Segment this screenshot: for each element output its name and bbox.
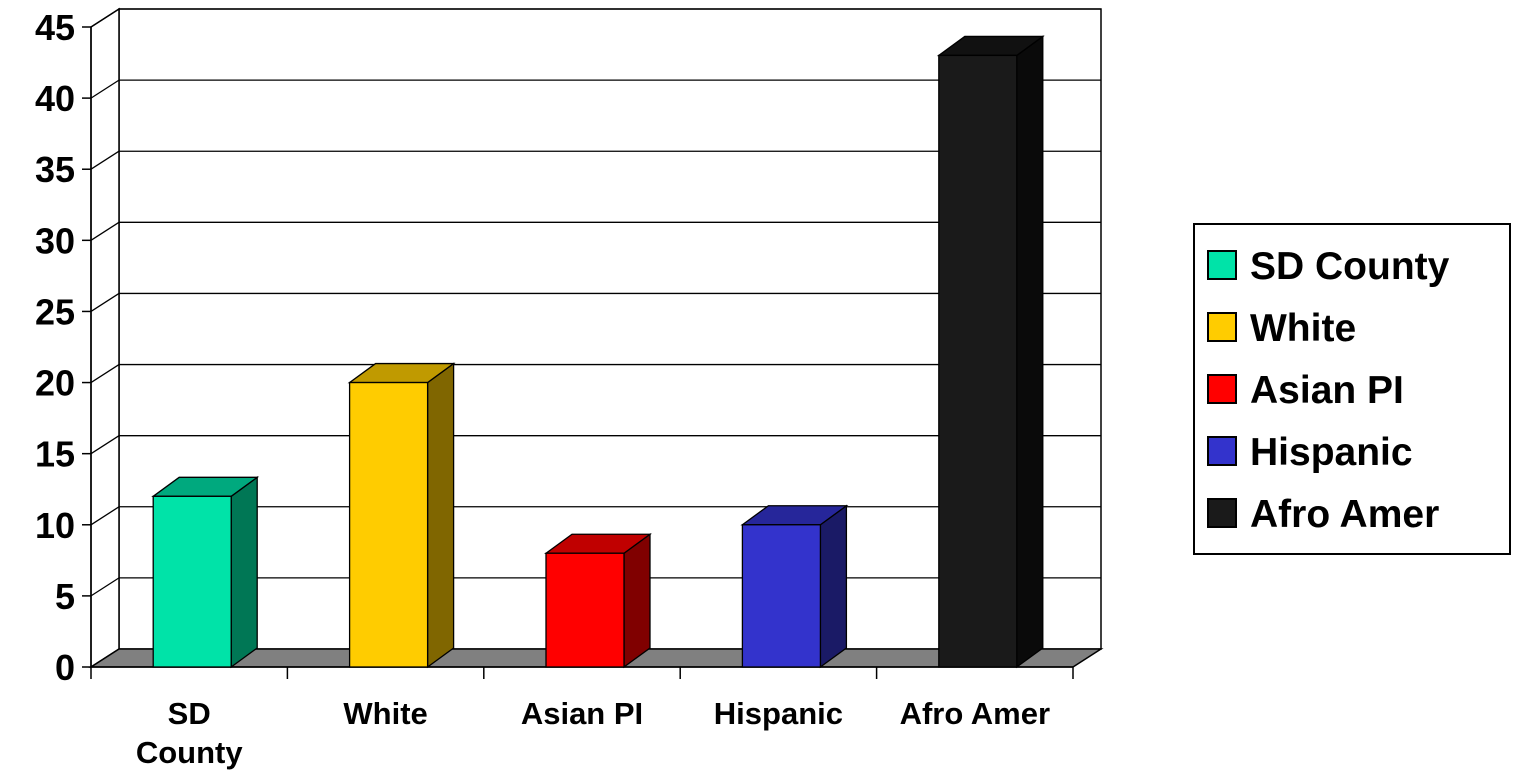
x-tick-label: Hispanic [714,696,843,731]
gridline-side [90,8,120,28]
gridline-side [90,435,120,455]
legend-label: Afro Amer [1250,493,1439,536]
side-wall [90,7,120,669]
legend-swatch [1207,250,1237,280]
y-tick-label: 35 [35,149,75,190]
y-tick-label: 10 [35,505,75,546]
legend-label: White [1250,307,1356,350]
legend-swatch [1207,374,1237,404]
x-tick-label: Afro Amer [900,696,1050,731]
bar-front [545,552,625,668]
bar-side [1016,35,1044,669]
x-tick-label: SD County [136,696,244,770]
legend-label: Hispanic [1250,431,1413,474]
legend-box [1193,223,1511,555]
bar-side [230,476,258,669]
bar-afro-amer [936,35,1045,669]
bar-front [348,381,429,668]
y-tick-label: 20 [35,363,75,404]
legend-label: Asian PI [1250,369,1404,412]
bar-white [347,362,456,669]
bars [151,35,1045,669]
y-tick-label: 0 [55,647,75,688]
x-tick-labels: SD County White Asian PI Hispanic Afro Amer [136,696,1050,770]
bar-sd-county [151,476,260,669]
bar-side [426,362,455,669]
gridlines [90,8,1101,597]
gridline-side [90,221,120,241]
gridline-side [90,506,120,526]
bar-asian-pi [544,532,652,669]
gridline-side [90,150,120,170]
y-tick-label: 45 [35,7,75,48]
legend-swatch [1207,498,1237,528]
bar-side [623,532,651,669]
bar-hispanic [740,504,849,669]
gridline-side [90,364,120,384]
bar-side [819,504,848,669]
y-tick-label: 5 [55,576,75,617]
bar-front [741,524,822,668]
y-tick-label: 30 [35,220,75,261]
gridline-side [90,292,120,312]
gridline-side [90,79,120,99]
legend-swatch [1207,436,1237,466]
y-tick-label: 40 [35,78,75,119]
legend-swatch [1207,312,1237,342]
bar-front [152,495,232,668]
gridline-side [90,577,120,597]
legend-label: SD County [1250,245,1450,288]
bar-front [938,54,1018,668]
x-tick-label: White [343,696,427,731]
legend: SD County White Asian PI Hispanic Afro Amer [1193,223,1511,555]
y-tick-label: 25 [35,291,75,332]
x-tick-label: Asian PI [521,696,643,731]
y-tick-labels: 0 5 10 15 20 25 30 35 40 45 [35,7,75,688]
y-tick-label: 15 [35,434,75,475]
